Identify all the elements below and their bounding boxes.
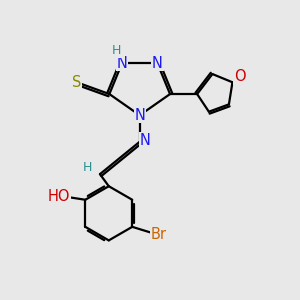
Text: N: N [117, 56, 128, 70]
Text: H: H [83, 161, 92, 174]
Text: Br: Br [151, 227, 167, 242]
Text: N: N [134, 108, 145, 123]
Text: N: N [140, 133, 150, 148]
Text: N: N [152, 56, 163, 70]
Text: S: S [72, 75, 81, 90]
Text: H: H [112, 44, 122, 57]
Text: HO: HO [48, 189, 70, 204]
Text: O: O [234, 70, 246, 85]
